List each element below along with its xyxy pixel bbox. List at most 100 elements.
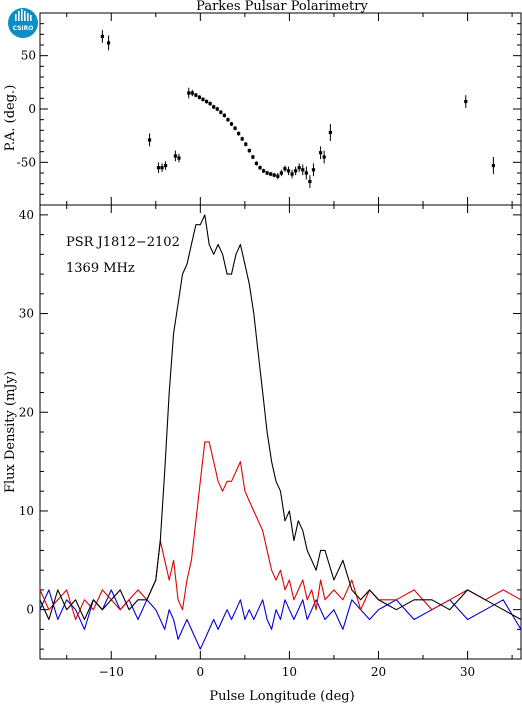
pa-point (265, 170, 269, 176)
pa-marker (173, 154, 177, 158)
pa-marker (160, 166, 164, 170)
flux-xlabel: Pulse Longitude (deg) (209, 689, 354, 704)
pa-marker (222, 113, 226, 117)
pa-point (251, 154, 255, 160)
pa-marker (251, 155, 255, 159)
pa-point (301, 164, 305, 176)
pa-point (204, 99, 209, 104)
pa-marker (201, 97, 205, 101)
pa-marker (237, 131, 241, 136)
pa-point (283, 165, 287, 172)
pa-point (244, 142, 248, 147)
pa-marker (240, 137, 244, 141)
pa-marker (163, 163, 168, 168)
pa-marker (197, 95, 202, 99)
pa-marker (187, 91, 191, 95)
pa-marker (261, 169, 266, 173)
pa-point (311, 163, 316, 177)
pa-marker (194, 93, 198, 97)
pa-point (226, 117, 230, 122)
pa-marker (247, 149, 251, 153)
pa-point (464, 95, 468, 108)
pa-marker (233, 126, 237, 130)
pa-point (286, 166, 291, 176)
pa-point (308, 175, 312, 188)
pa-marker (147, 138, 152, 142)
pa-point (156, 162, 161, 173)
pa-point (177, 153, 181, 163)
flux-ytick-label: 10 (19, 504, 34, 518)
pa-point (147, 133, 152, 147)
pa-marker (491, 163, 495, 168)
pa-marker (226, 118, 230, 122)
pa-marker (464, 99, 468, 104)
pa-point (187, 87, 191, 99)
pa-point (261, 168, 266, 173)
pa-point (322, 150, 326, 164)
pa-point (194, 93, 198, 98)
pa-marker (265, 171, 269, 175)
pa-marker (208, 102, 212, 106)
pa-marker (254, 161, 259, 165)
pa-point (233, 126, 237, 131)
pa-panel: -50 0 50 P.A. (deg.) (3, 12, 522, 206)
pa-marker (244, 142, 248, 146)
pa-marker (308, 179, 312, 184)
pa-point (229, 121, 234, 127)
pa-point (160, 163, 164, 172)
pa-point (276, 173, 280, 180)
circular-polarization-line (39, 589, 522, 650)
pa-marker (286, 169, 291, 173)
pa-marker (279, 171, 283, 175)
pa-ytick-label: 50 (21, 49, 36, 63)
pa-point (297, 163, 301, 172)
flux-xtick-label: 0 (197, 665, 205, 679)
total-intensity-line (39, 214, 522, 621)
pa-marker (290, 172, 294, 176)
pa-point (258, 165, 262, 170)
pa-point (254, 161, 259, 166)
pa-point (304, 166, 308, 180)
flux-ytick-label: 20 (19, 405, 34, 419)
pa-point (222, 113, 226, 118)
pa-point (201, 97, 205, 102)
pa-ylabel: P.A. (deg.) (3, 85, 18, 152)
pa-point (197, 95, 202, 100)
frequency-label: 1369 MHz (66, 261, 135, 276)
pa-point (491, 157, 495, 175)
pa-marker (322, 155, 326, 159)
pa-point (247, 148, 251, 153)
pa-point (208, 101, 212, 106)
pa-ytick-label: -50 (17, 155, 36, 169)
pa-marker (304, 171, 308, 175)
csiro-logo-circle (8, 8, 38, 38)
pa-marker (297, 166, 301, 170)
pa-point (100, 30, 104, 43)
pa-point (212, 104, 216, 109)
flux-panel: 0 10 20 30 40 −10 0 10 20 30 PSR J1812−2102 1369 … (3, 204, 522, 704)
pa-point (318, 146, 323, 160)
pa-point (272, 173, 276, 178)
pa-marker (294, 169, 298, 173)
pa-marker (318, 151, 323, 155)
pa-marker (219, 110, 223, 114)
pa-marker (258, 166, 262, 170)
pa-point (237, 131, 241, 136)
pa-point (106, 35, 111, 51)
flux-ylabel: Flux Density (mJy) (3, 371, 18, 493)
pa-marker (100, 34, 104, 39)
flux-axes: 0 10 20 30 40 −10 0 10 20 30 (19, 205, 521, 679)
flux-ytick-label: 40 (19, 208, 34, 222)
pa-marker (328, 130, 332, 135)
pa-point (294, 166, 298, 176)
pulsar-name-label: PSR J1812−2102 (66, 235, 180, 250)
pa-marker (215, 107, 219, 111)
pa-point (279, 169, 283, 177)
flux-xtick-label: −10 (99, 665, 124, 679)
pa-ytick-label: 0 (28, 102, 36, 116)
flux-ytick-label: 0 (26, 603, 34, 617)
figure-title: Parkes Pulsar Polarimetry (196, 0, 368, 14)
pa-point (219, 110, 223, 115)
pa-marker (311, 168, 316, 172)
